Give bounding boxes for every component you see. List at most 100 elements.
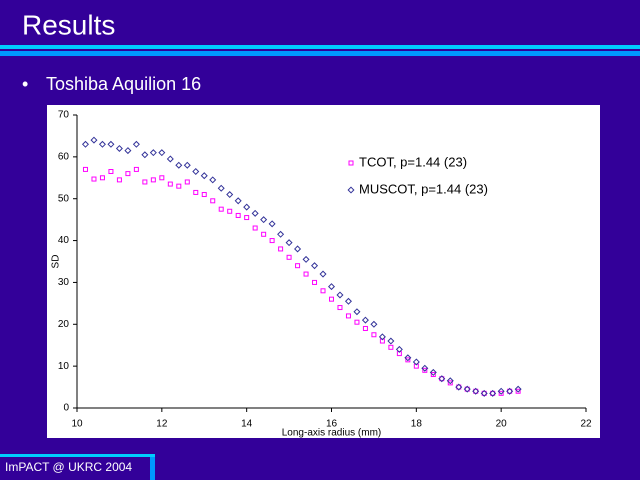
y-tick-label: 30	[58, 277, 70, 288]
data-point	[421, 364, 429, 372]
data-point	[480, 389, 488, 397]
data-point	[337, 305, 343, 311]
data-point	[91, 176, 97, 182]
data-point	[404, 354, 412, 362]
data-point	[227, 208, 233, 214]
data-point	[447, 380, 453, 386]
data-point	[142, 179, 148, 185]
data-point	[464, 386, 470, 392]
legend-label: MUSCOT, p=1.44 (23)	[359, 181, 488, 196]
header-stripe	[0, 45, 640, 49]
data-point	[133, 166, 139, 172]
data-point	[115, 144, 123, 152]
y-tick-label: 10	[58, 361, 70, 372]
data-point	[268, 220, 276, 228]
data-point	[192, 167, 200, 176]
data-point	[285, 239, 293, 247]
data-point	[108, 169, 114, 175]
data-point	[260, 216, 268, 224]
data-point	[463, 385, 471, 393]
data-point	[286, 254, 292, 260]
data-point	[344, 297, 352, 305]
data-point	[210, 198, 216, 204]
data-point	[166, 155, 174, 163]
data-point	[269, 238, 275, 244]
data-point	[125, 171, 131, 177]
data-point	[498, 390, 504, 396]
data-point	[395, 345, 403, 353]
bullet-text: Toshiba Aquilion 16	[46, 74, 201, 94]
footer-text: ImPACT @ UKRC 2004	[5, 460, 132, 474]
data-point	[378, 333, 386, 341]
data-point	[159, 175, 165, 181]
data-point	[175, 161, 183, 169]
slide-title: Results	[22, 9, 115, 40]
x-axis-label: Long-axis radius (mm)	[282, 428, 381, 439]
x-tick-label: 22	[580, 419, 592, 430]
x-tick-label: 12	[156, 419, 168, 430]
data-point	[327, 283, 336, 291]
data-point	[158, 149, 166, 157]
y-tick-label: 0	[63, 403, 69, 414]
data-point	[388, 344, 394, 350]
data-point	[183, 161, 191, 169]
data-point	[209, 176, 217, 184]
data-point	[506, 387, 514, 395]
data-point	[149, 149, 157, 157]
y-axis-label: SD	[51, 255, 62, 269]
data-point	[489, 389, 497, 397]
data-point	[294, 245, 302, 253]
y-tick-label: 60	[58, 151, 70, 162]
data-point	[132, 140, 140, 148]
data-point	[329, 296, 334, 302]
data-point	[430, 372, 436, 378]
data-point	[235, 212, 241, 218]
data-point	[176, 183, 182, 189]
data-point	[107, 140, 115, 148]
data-point	[150, 177, 156, 183]
x-tick-label: 16	[326, 419, 338, 430]
data-point	[193, 189, 199, 195]
data-point	[320, 288, 326, 294]
data-point	[354, 319, 360, 325]
data-point	[405, 357, 411, 363]
data-point	[278, 246, 284, 252]
data-point	[277, 230, 285, 238]
data-point	[371, 332, 377, 338]
data-point	[167, 181, 173, 187]
data-point	[141, 151, 149, 159]
data-point	[514, 385, 522, 393]
data-point	[412, 358, 420, 366]
data-point	[217, 184, 225, 192]
data-point	[472, 387, 480, 395]
data-point	[387, 337, 395, 345]
data-point	[261, 231, 267, 237]
data-point	[456, 384, 462, 390]
y-tick-label: 20	[58, 319, 70, 330]
data-point	[311, 262, 319, 270]
data-point	[234, 197, 242, 205]
data-point	[439, 376, 445, 382]
data-point	[244, 215, 250, 221]
data-point	[336, 291, 344, 299]
data-point	[81, 140, 89, 148]
data-point	[99, 175, 105, 181]
data-point	[362, 325, 368, 331]
data-point	[353, 308, 361, 316]
y-tick-label: 70	[58, 110, 70, 121]
data-point	[370, 320, 378, 328]
data-point	[226, 191, 234, 199]
data-point	[429, 368, 437, 376]
data-point	[312, 279, 318, 285]
data-point	[422, 367, 428, 373]
data-point	[90, 136, 98, 144]
data-point	[481, 390, 487, 396]
data-point	[507, 388, 513, 394]
legend-label: TCOT, p=1.44 (23)	[359, 154, 467, 169]
data-point	[252, 225, 258, 231]
data-point	[497, 387, 505, 395]
data-point	[295, 263, 301, 269]
x-tick-label: 14	[241, 419, 253, 430]
x-tick-label: 20	[496, 419, 508, 430]
